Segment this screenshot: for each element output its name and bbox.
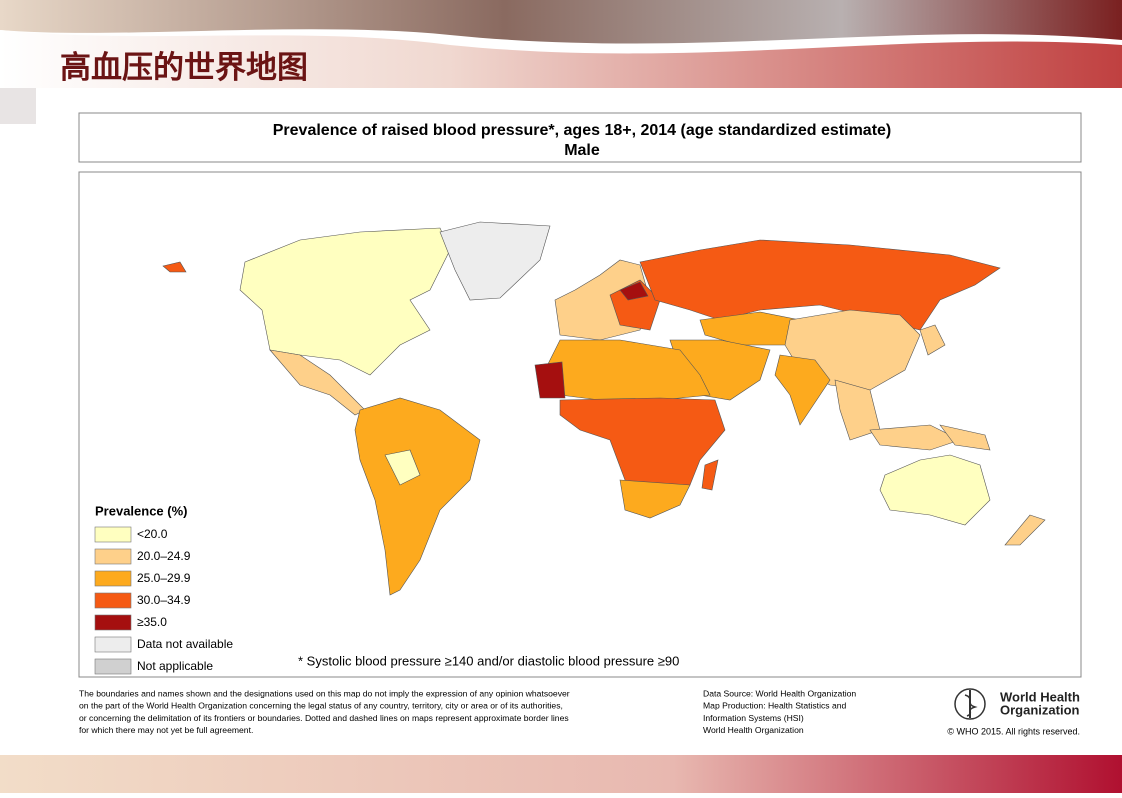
legend-swatch [94, 570, 132, 587]
baltic [619, 281, 649, 301]
legend-swatch [94, 636, 132, 653]
who-logo [954, 688, 986, 720]
south-america [354, 397, 481, 596]
data-source: Data Source: World Health Organization Ma… [703, 688, 856, 735]
greenland [439, 221, 551, 301]
footnote: * Systolic blood pressure ≥140 and/or di… [298, 653, 679, 668]
top-band-lower [0, 30, 1122, 88]
legend-label: 20.0–24.9 [137, 549, 191, 563]
source-line: Information Systems (HSI) [703, 713, 804, 723]
bottom-band [0, 755, 1122, 793]
australia [879, 454, 991, 526]
disclaimer: The boundaries and names shown and the d… [79, 688, 570, 735]
legend-label: ≥35.0 [137, 615, 167, 629]
legend-label: Not applicable [137, 659, 213, 673]
source-line: World Health Organization [703, 725, 804, 735]
disclaimer-line: for which there may not yet be full agre… [79, 725, 253, 735]
source-line: Data Source: World Health Organization [703, 688, 856, 698]
top-band [0, 0, 1122, 44]
source-line: Map Production: Health Statistics and [703, 701, 847, 711]
disclaimer-line: The boundaries and names shown and the d… [79, 688, 570, 698]
south-africa [619, 479, 691, 519]
india [774, 354, 831, 426]
map-title-box [78, 112, 1082, 163]
who-name-line: World Health [1000, 689, 1080, 704]
papua [939, 424, 991, 451]
legend: Prevalence (%) <20.0 20.0–24.9 25.0–29.9 30… [94, 503, 233, 675]
russia [639, 239, 1001, 331]
slide-title: 高血压的世界地图 [60, 50, 308, 85]
map-title: Prevalence of raised blood pressure*, ag… [273, 122, 892, 139]
copyright: © WHO 2015. All rights reserved. [947, 726, 1080, 736]
legend-swatch [94, 592, 132, 609]
disclaimer-line: or concerning the delimitation of its fr… [79, 713, 569, 723]
legend-swatch [94, 548, 132, 565]
world-map [162, 221, 1046, 596]
japan [919, 324, 946, 356]
legend-swatch [94, 658, 132, 675]
legend-label: 30.0–34.9 [137, 593, 191, 607]
madagascar [701, 459, 719, 491]
legend-label: Data not available [137, 637, 233, 651]
iceland [162, 261, 187, 273]
indonesia [869, 424, 961, 451]
legend-swatch [94, 526, 132, 543]
who-emblem [954, 688, 986, 720]
legend-label: 25.0–29.9 [137, 571, 191, 585]
corner [0, 88, 36, 124]
southeast-asia [834, 379, 881, 441]
new-zealand [1004, 514, 1046, 546]
legend-swatch [94, 614, 132, 631]
bolivia [384, 449, 421, 486]
legend-label: <20.0 [137, 527, 168, 541]
who-name-line: Organization [1000, 702, 1080, 717]
north-america [239, 227, 451, 376]
map-subtitle: Male [564, 142, 600, 159]
mauritania [534, 361, 566, 399]
disclaimer-line: on the part of the World Health Organiza… [79, 701, 563, 711]
legend-title: Prevalence (%) [95, 503, 188, 518]
who-serpent [964, 694, 978, 717]
